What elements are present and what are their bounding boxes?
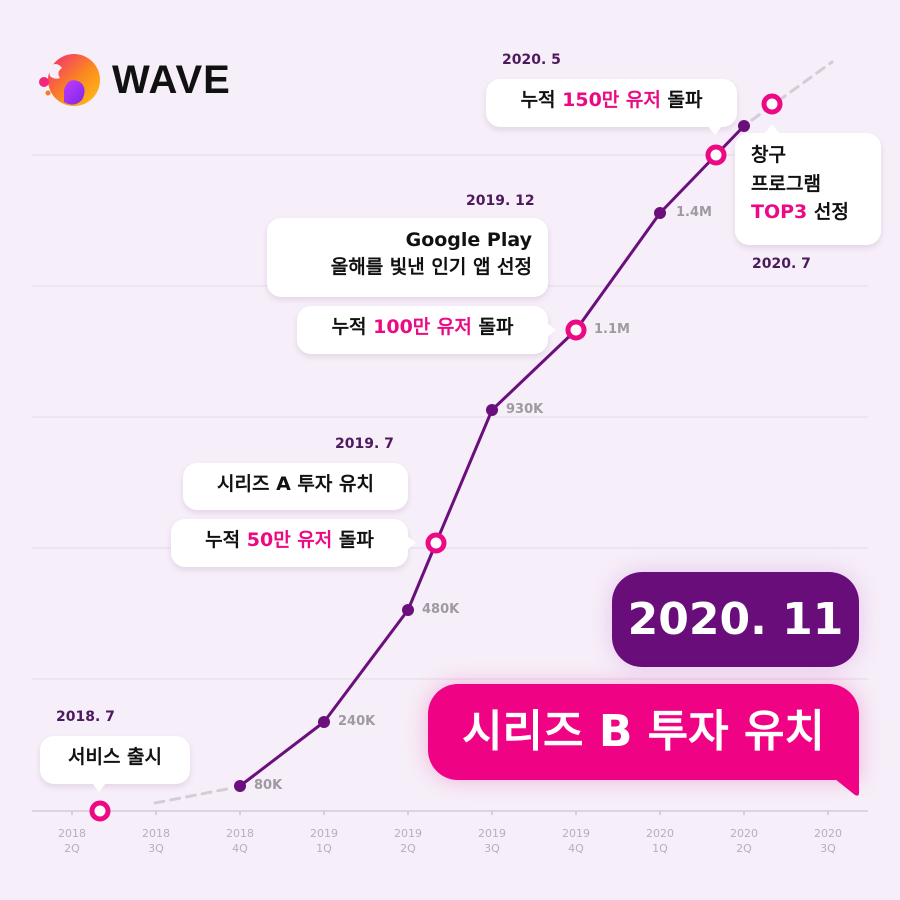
milestone-ring-2019-7 bbox=[425, 532, 447, 554]
headline-bubble-tail bbox=[835, 779, 859, 796]
milestone-text: 돌파 bbox=[471, 316, 514, 338]
bubble-tail bbox=[547, 323, 556, 337]
x-tick-label: 2018 2Q bbox=[58, 827, 86, 856]
milestone-highlight: 150만 유저 bbox=[562, 89, 661, 111]
x-tick-label: 2018 4Q bbox=[226, 827, 254, 856]
milestone-ring-2019-12 bbox=[565, 319, 587, 341]
milestone-date: 2018. 7 bbox=[56, 709, 115, 725]
milestone-text: 누적 bbox=[331, 316, 374, 338]
wave-wordmark: WAVE bbox=[112, 58, 231, 102]
value-label: 240K bbox=[338, 714, 376, 729]
data-points bbox=[234, 120, 750, 792]
x-tick-label: 2019 2Q bbox=[394, 827, 422, 856]
x-tick-label: 2019 3Q bbox=[478, 827, 506, 856]
x-axis-ticks bbox=[71, 811, 829, 815]
value-label: 480K bbox=[422, 602, 460, 617]
milestone-highlight: 50만 유저 bbox=[246, 529, 333, 551]
bubble-tail bbox=[708, 126, 722, 135]
x-tick-label: 2020 1Q bbox=[646, 827, 674, 856]
dashed-line-start bbox=[153, 786, 234, 805]
value-label: 930K bbox=[506, 402, 544, 417]
milestone-text: Google Play bbox=[405, 229, 532, 251]
x-tick-label: 2018 3Q bbox=[142, 827, 170, 856]
value-label: 80K bbox=[254, 778, 283, 793]
milestone-rings bbox=[89, 93, 783, 822]
milestone-text: 올해를 빛낸 인기 앱 선정 bbox=[330, 255, 532, 278]
milestone-text: 누적 bbox=[205, 529, 247, 551]
milestone-text: 누적 bbox=[520, 89, 563, 111]
milestone-ring-2020-5 bbox=[705, 144, 727, 166]
milestone-bubble-launch: 서비스 출시 bbox=[40, 736, 190, 792]
milestone-text: 서비스 출시 bbox=[67, 746, 162, 768]
milestone-bubble-google-play: Google Play 올해를 빛낸 인기 앱 선정 bbox=[267, 218, 548, 297]
milestone-text: 시리즈 A 투자 유치 bbox=[217, 473, 374, 495]
milestone-highlight: 100만 유저 bbox=[373, 316, 472, 338]
milestone-text: 프로그램 bbox=[751, 172, 821, 195]
milestone-date: 2019. 7 bbox=[335, 436, 394, 452]
value-label: 1.1M bbox=[594, 322, 630, 337]
bubble-tail bbox=[407, 536, 416, 550]
bubble-tail bbox=[92, 783, 106, 792]
milestone-highlight: TOP3 bbox=[751, 201, 808, 223]
milestone-bubble-1m: 누적 100만 유저 돌파 bbox=[297, 306, 556, 354]
milestone-bubble-500k: 누적 50만 유저 돌파 bbox=[171, 519, 416, 567]
milestone-text: 창구 bbox=[751, 144, 786, 166]
x-tick-label: 2020 3Q bbox=[814, 827, 842, 856]
x-tick-label: 2019 4Q bbox=[562, 827, 590, 856]
x-tick-label: 2019 1Q bbox=[310, 827, 338, 856]
milestone-bubble-1-5m: 누적 150만 유저 돌파 bbox=[486, 79, 737, 135]
milestone-text: 돌파 bbox=[660, 89, 703, 111]
wave-logo: WAVE bbox=[34, 50, 274, 110]
bubble-tail bbox=[765, 124, 779, 133]
milestone-date: 2020. 7 bbox=[752, 256, 811, 272]
headline-event-bubble: 시리즈 B 투자 유치 bbox=[428, 684, 859, 780]
x-tick-label: 2020 2Q bbox=[730, 827, 758, 856]
value-label: 1.4M bbox=[676, 205, 712, 220]
milestone-text: 선정 bbox=[807, 201, 849, 223]
milestone-date: 2019. 12 bbox=[466, 193, 535, 209]
milestone-date: 2020. 5 bbox=[502, 52, 561, 68]
wave-swirl-logo-icon bbox=[39, 54, 100, 106]
milestone-bubble-series-a: 시리즈 A 투자 유치 bbox=[183, 463, 408, 510]
headline-date-badge: 2020. 11 bbox=[612, 572, 859, 667]
dashed-line-end bbox=[750, 60, 834, 122]
milestone-bubble-top3: 창구 프로그램 TOP3 선정 bbox=[735, 124, 881, 245]
milestone-ring-2020-7 bbox=[761, 93, 783, 115]
milestone-ring-2018-7 bbox=[89, 800, 111, 822]
milestone-text: 돌파 bbox=[332, 529, 374, 551]
